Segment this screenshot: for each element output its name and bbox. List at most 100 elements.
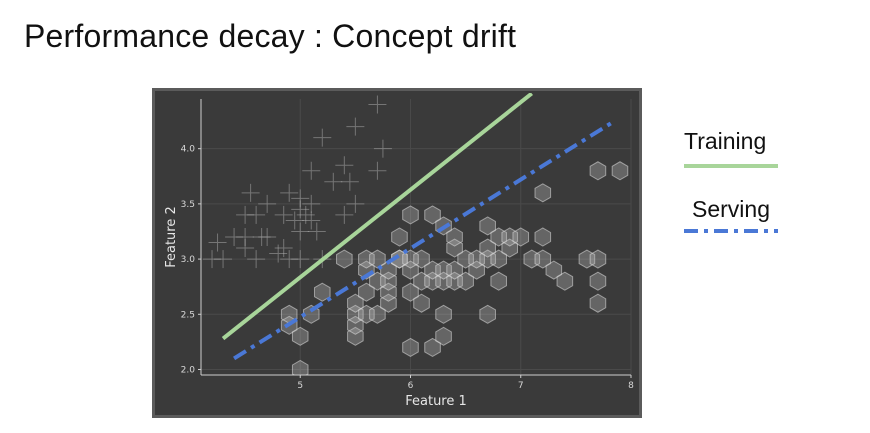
plus-point-26 [313,128,332,147]
plus-point-10 [258,194,277,213]
plus-point-15 [280,250,299,269]
y-tick-label-0: 2.0 [181,365,196,375]
hex-point-65 [589,249,607,269]
hex-point-16 [369,304,386,324]
hex-point-36 [435,304,452,324]
hex-point-24 [402,337,419,357]
hex-point-60 [534,227,552,247]
boundary-line-training [221,93,534,341]
hex-point-69 [611,161,629,181]
x-tick-label-2: 7 [518,381,524,391]
plus-point-8 [247,205,266,224]
plus-point-29 [335,205,354,224]
plus-point-9 [252,228,271,246]
hex-point-45 [457,271,474,291]
plus-point-27 [324,172,343,191]
boundary-line-serving [233,119,616,361]
plus-point-12 [269,244,288,263]
plus-point-31 [346,117,365,136]
y-tick-label-3: 3.5 [181,200,195,210]
plus-point-2 [208,233,227,252]
hex-point-59 [534,249,552,269]
plus-point-28 [335,156,354,175]
lines-layer [221,93,616,361]
hex-point-25 [402,282,419,302]
legend-serving-line [684,229,778,233]
hex-point-71 [402,249,419,269]
hex-point-10 [347,293,364,313]
y-tick-label-4: 4.0 [181,145,196,155]
hex-point-67 [589,293,607,313]
hex-point-68 [589,161,607,181]
x-tick-label-0: 5 [297,381,303,391]
hex-point-52 [490,271,507,291]
plus-point-17 [285,211,304,230]
plus-point-30 [340,172,359,191]
plus-point-22 [302,194,321,213]
plus-point-6 [241,183,260,202]
hex-point-2 [291,326,309,346]
y-tick-label-2: 3.0 [181,255,196,265]
plus-point-37 [247,250,266,269]
y-axis-label: Feature 2 [164,206,179,268]
hex-point-53 [490,249,507,269]
hex-point-31 [424,337,441,357]
hex-point-41 [446,260,463,280]
points-layer [203,95,629,375]
plus-point-32 [346,194,365,213]
hex-point-5 [313,282,331,302]
plus-point-3 [225,228,244,246]
plus-point-25 [307,222,326,241]
hex-point-62 [545,260,563,280]
plus-point-34 [368,161,387,180]
slide-title: Performance decay : Concept drift [24,18,517,54]
hex-point-3 [291,359,309,375]
hex-point-23 [391,227,408,247]
hex-point-43 [446,227,463,247]
hex-point-27 [402,205,419,225]
hex-point-50 [479,238,496,258]
plus-point-23 [302,161,321,180]
hex-point-61 [534,183,552,203]
plus-point-4 [236,239,255,258]
hex-point-35 [435,326,452,346]
plus-point-13 [274,239,293,258]
plus-point-1 [214,250,233,269]
legend-training-line [684,164,778,168]
plus-point-16 [280,183,299,202]
plus-point-33 [368,95,387,114]
grid-layer [201,99,632,375]
scatter-chart: 5 6 7 8 2.0 2.5 3.0 3.5 4.0 Feature 1 Feature 2 [164,93,634,409]
x-tick-label-3: 8 [628,381,634,391]
plus-point-5 [236,228,255,246]
plus-point-36 [291,250,310,269]
plus-point-24 [302,211,321,230]
x-axis-label: Feature 1 [405,394,467,409]
plus-point-21 [296,205,315,224]
hex-point-28 [413,293,430,313]
legend-training-label: Training [684,128,767,154]
hex-point-17 [369,249,386,269]
plus-point-20 [291,222,310,241]
hex-point-6 [336,249,353,269]
hex-point-34 [424,205,441,225]
y-tick-label-1: 2.5 [181,310,195,320]
plus-point-18 [291,200,310,219]
hex-point-57 [512,227,530,247]
x-tick-label-1: 6 [408,381,414,391]
hex-point-51 [479,216,496,236]
chart-panel: 5 6 7 8 2.0 2.5 3.0 3.5 4.0 Feature 1 Feature 2 [152,88,642,418]
axes-layer [198,99,632,378]
plus-point-7 [236,205,255,224]
plus-point-35 [373,139,392,158]
legend-serving-label: Serving [692,196,770,222]
plus-point-14 [274,205,293,224]
hex-point-48 [479,304,496,324]
plus-point-19 [291,189,310,208]
plus-point-0 [203,250,222,269]
hex-point-63 [556,271,574,291]
hex-point-14 [358,282,375,302]
labels-layer: 5 6 7 8 2.0 2.5 3.0 3.5 4.0 Feature 1 Feature 2 [164,145,634,409]
plus-point-11 [258,228,277,246]
hex-point-66 [589,271,607,291]
